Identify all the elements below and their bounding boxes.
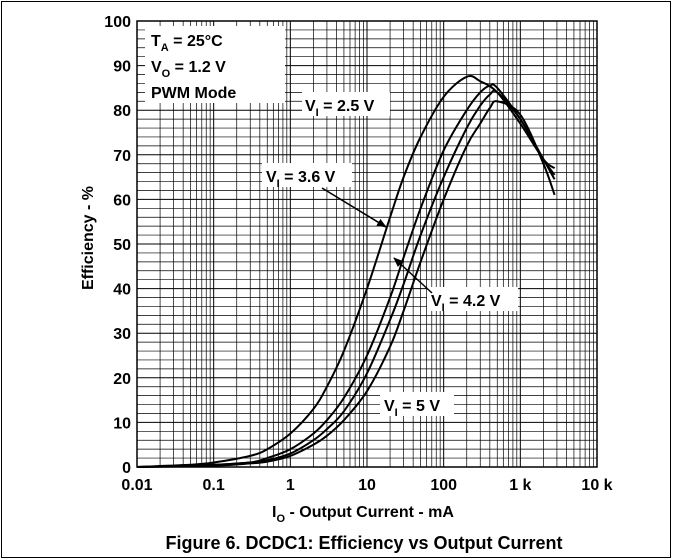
condition-ta: TA = 25°C [151,33,223,54]
x-tick-label: 1 k [509,477,531,494]
x-tick-label: 100 [430,477,457,494]
series-label-5v: VI = 5 V [384,398,440,419]
y-tick-label: 90 [113,59,131,76]
series-label-3v6: VI = 3.6 V [266,169,336,190]
figure-caption: Figure 6. DCDC1: Efficiency vs Output Cu… [165,533,562,553]
x-tick-label: 10 [358,477,376,494]
y-tick-label: 10 [113,415,131,432]
y-tick-label: 0 [122,460,131,477]
series-label-4v2: VI = 4.2 V [431,293,501,314]
y-tick-label: 60 [113,192,131,209]
x-tick-label: 0.1 [203,477,225,494]
x-tick-label: 10 k [581,477,612,494]
x-tick-label: 0.01 [121,477,152,494]
x-tick-labels: 0.01 0.1 1 10 100 1 k 10 k [121,477,612,494]
curves [136,74,556,468]
y-tick-labels: 0 10 20 30 40 50 60 70 80 90 100 [104,14,131,477]
y-tick-label: 80 [113,103,131,120]
series-line-1 [136,83,556,468]
condition-mode: PWM Mode [151,85,236,102]
series-label-bg-5v [380,392,454,416]
series-line-2 [136,89,556,468]
y-tick-label: 40 [113,282,131,299]
x-axis-label: IO - Output Current - mA [272,504,454,525]
y-tick-label: 50 [113,237,131,254]
x-tick-label: 1 [286,477,295,494]
condition-vo: VO = 1.2 V [151,59,226,80]
series-label-bg-3v6 [262,163,352,187]
y-tick-label: 70 [113,148,131,165]
conditions-box [145,26,285,103]
y-tick-label: 100 [104,14,131,31]
arrow-4v2 [393,257,433,294]
y-tick-label: 20 [113,371,131,388]
y-axis-label: Efficiency - % [80,186,97,290]
series-label-2v5: VI = 2.5 V [305,98,375,119]
plot-border [136,20,598,468]
series-label-bg-4v2 [427,287,518,311]
series-line-3 [136,100,556,468]
y-tick-label: 30 [113,326,131,343]
arrow-3v6 [321,187,387,228]
series-label-bg-2v5 [302,92,390,116]
